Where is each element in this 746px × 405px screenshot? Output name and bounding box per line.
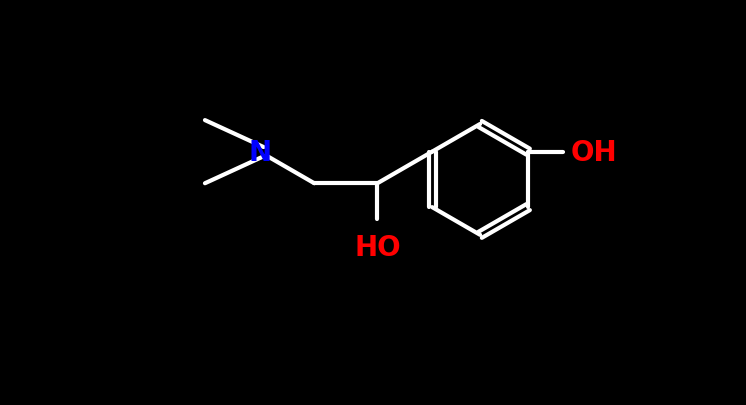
Text: OH: OH	[571, 139, 617, 166]
Text: HO: HO	[354, 234, 401, 262]
Text: N: N	[248, 139, 272, 166]
